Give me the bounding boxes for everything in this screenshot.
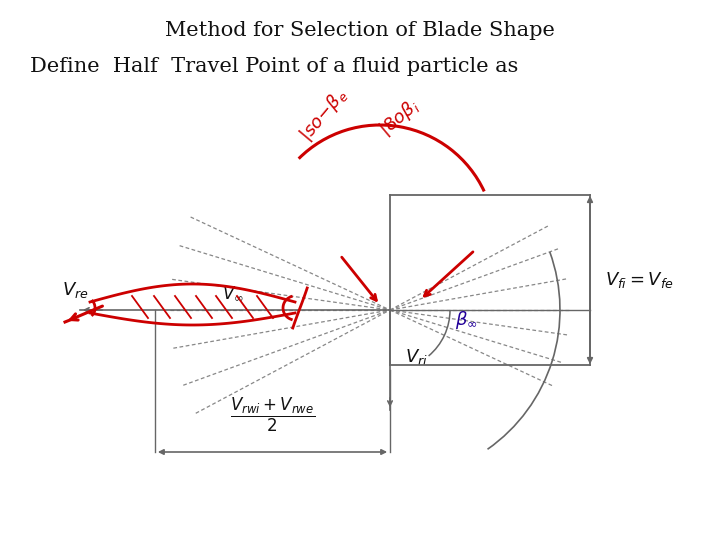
Text: $V_{ri}$: $V_{ri}$ <box>405 347 428 367</box>
Text: $\mathit{|so{-}\beta_e}$: $\mathit{|so{-}\beta_e}$ <box>295 84 352 146</box>
Text: $\mathit{|8o\beta_i}$: $\mathit{|8o\beta_i}$ <box>375 95 424 141</box>
Text: $V_{re}$: $V_{re}$ <box>62 280 89 300</box>
Text: Method for Selection of Blade Shape: Method for Selection of Blade Shape <box>165 21 555 39</box>
Text: $V_{fi}=V_{fe}$: $V_{fi}=V_{fe}$ <box>605 270 674 290</box>
Text: Define  Half  Travel Point of a fluid particle as: Define Half Travel Point of a fluid part… <box>30 57 518 76</box>
Text: $\beta_{\infty}$: $\beta_{\infty}$ <box>455 309 477 331</box>
Text: $V_{\infty}$: $V_{\infty}$ <box>222 285 244 302</box>
Text: $\dfrac{V_{rwi}+V_{rwe}}{2}$: $\dfrac{V_{rwi}+V_{rwe}}{2}$ <box>230 396 315 434</box>
